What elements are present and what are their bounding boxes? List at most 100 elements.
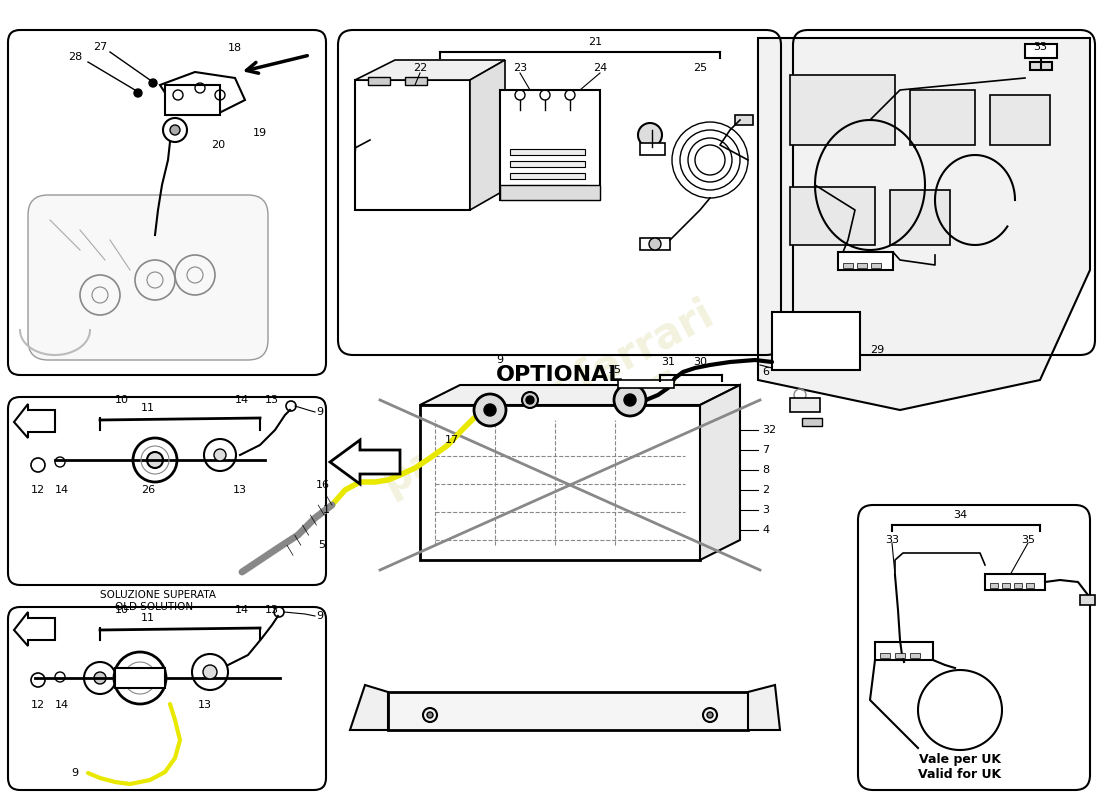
Bar bbox=[640, 238, 670, 250]
Circle shape bbox=[526, 396, 534, 404]
Bar bbox=[510, 149, 585, 155]
Circle shape bbox=[484, 404, 496, 416]
Text: 33: 33 bbox=[1033, 42, 1047, 52]
Circle shape bbox=[707, 712, 713, 718]
Bar bbox=[735, 115, 754, 125]
Bar bbox=[510, 173, 585, 179]
Circle shape bbox=[522, 392, 538, 408]
Text: 13: 13 bbox=[233, 485, 248, 495]
Text: 12: 12 bbox=[31, 485, 45, 495]
Text: 25: 25 bbox=[693, 63, 707, 73]
Text: parts for ferrari
since 1985: parts for ferrari since 1985 bbox=[376, 294, 745, 546]
Bar bbox=[790, 398, 820, 412]
Bar bbox=[843, 263, 852, 268]
Text: Valid for UK: Valid for UK bbox=[918, 769, 1002, 782]
Text: 17: 17 bbox=[444, 435, 459, 445]
Text: 2: 2 bbox=[762, 485, 769, 495]
Text: 13: 13 bbox=[265, 395, 279, 405]
Bar bbox=[790, 75, 895, 145]
Text: 22: 22 bbox=[412, 63, 427, 73]
Bar bbox=[910, 90, 975, 145]
Text: 20: 20 bbox=[211, 140, 226, 150]
FancyBboxPatch shape bbox=[28, 195, 268, 360]
Text: 16: 16 bbox=[316, 480, 330, 490]
Text: 14: 14 bbox=[55, 700, 69, 710]
Bar bbox=[990, 583, 998, 588]
Text: 19: 19 bbox=[253, 128, 267, 138]
Text: 32: 32 bbox=[762, 425, 777, 435]
Text: 26: 26 bbox=[141, 485, 155, 495]
Text: 12: 12 bbox=[31, 700, 45, 710]
Circle shape bbox=[649, 238, 661, 250]
Circle shape bbox=[130, 668, 150, 688]
Circle shape bbox=[638, 123, 662, 147]
Circle shape bbox=[624, 394, 636, 406]
Bar bbox=[874, 642, 933, 660]
Circle shape bbox=[94, 672, 106, 684]
Text: 18: 18 bbox=[228, 43, 242, 53]
Bar bbox=[355, 80, 470, 210]
Circle shape bbox=[204, 665, 217, 679]
Bar bbox=[510, 161, 585, 167]
Text: OPTIONAL: OPTIONAL bbox=[496, 365, 624, 385]
Text: 27: 27 bbox=[92, 42, 107, 52]
Text: 9: 9 bbox=[316, 407, 323, 417]
Bar bbox=[1026, 583, 1034, 588]
Bar bbox=[500, 185, 600, 200]
Text: 1: 1 bbox=[323, 505, 330, 515]
Text: 11: 11 bbox=[141, 613, 155, 623]
Bar bbox=[1030, 62, 1052, 70]
Text: 14: 14 bbox=[235, 395, 249, 405]
Bar bbox=[1080, 595, 1094, 605]
Bar bbox=[1014, 583, 1022, 588]
Bar bbox=[890, 190, 950, 245]
Text: 14: 14 bbox=[235, 605, 249, 615]
Bar bbox=[895, 653, 905, 658]
Circle shape bbox=[147, 452, 163, 468]
Text: 4: 4 bbox=[762, 525, 769, 535]
Bar bbox=[510, 185, 585, 191]
Polygon shape bbox=[758, 38, 1090, 410]
Text: 14: 14 bbox=[55, 485, 69, 495]
Text: 28: 28 bbox=[68, 52, 82, 62]
Bar bbox=[1002, 583, 1010, 588]
Text: 31: 31 bbox=[661, 357, 675, 367]
Text: 33: 33 bbox=[886, 535, 899, 545]
Text: Vale per UK: Vale per UK bbox=[918, 754, 1001, 766]
Polygon shape bbox=[350, 685, 388, 730]
Text: 13: 13 bbox=[265, 605, 279, 615]
Circle shape bbox=[614, 384, 646, 416]
Text: OLD SOLUTION: OLD SOLUTION bbox=[116, 602, 194, 612]
Polygon shape bbox=[330, 440, 400, 484]
Bar bbox=[772, 312, 860, 370]
Polygon shape bbox=[748, 685, 780, 730]
Polygon shape bbox=[700, 385, 740, 560]
Text: 3: 3 bbox=[762, 505, 769, 515]
Text: 23: 23 bbox=[513, 63, 527, 73]
Bar bbox=[802, 418, 822, 426]
Circle shape bbox=[474, 394, 506, 426]
Bar bbox=[618, 380, 674, 388]
Bar bbox=[1025, 44, 1057, 58]
Text: 35: 35 bbox=[1021, 535, 1035, 545]
Text: 10: 10 bbox=[116, 395, 129, 405]
Text: 8: 8 bbox=[762, 465, 769, 475]
Bar bbox=[420, 405, 700, 560]
Polygon shape bbox=[14, 404, 55, 438]
Circle shape bbox=[214, 449, 225, 461]
Text: 5: 5 bbox=[318, 540, 324, 550]
Circle shape bbox=[427, 712, 433, 718]
Text: 7: 7 bbox=[762, 445, 769, 455]
Bar bbox=[984, 574, 1045, 590]
Bar bbox=[405, 77, 427, 85]
Bar bbox=[165, 85, 220, 115]
Bar bbox=[368, 77, 390, 85]
Text: 15: 15 bbox=[608, 365, 622, 375]
Bar bbox=[838, 252, 893, 270]
Text: 11: 11 bbox=[141, 403, 155, 413]
Bar bbox=[500, 90, 600, 200]
Text: 9: 9 bbox=[496, 355, 504, 365]
Bar bbox=[790, 187, 874, 245]
Bar bbox=[990, 95, 1050, 145]
Text: 34: 34 bbox=[953, 510, 967, 520]
